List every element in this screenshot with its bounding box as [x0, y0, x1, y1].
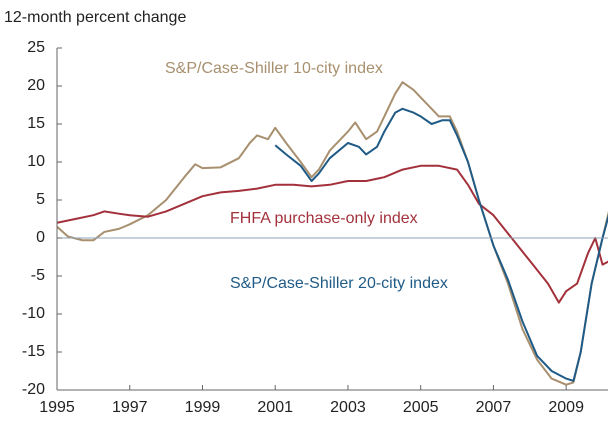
- series-line: [57, 164, 608, 304]
- x-tick-label: 1999: [185, 399, 221, 416]
- y-tick-label: 25: [27, 39, 45, 56]
- plot-area: [57, 81, 608, 386]
- y-tick-label: 5: [36, 191, 45, 208]
- x-tick-label: 2005: [403, 399, 439, 416]
- series-line: [274, 107, 608, 382]
- y-tick-label: 10: [27, 153, 45, 170]
- y-tick-label: -15: [22, 343, 45, 360]
- y-tick-label: -20: [22, 381, 45, 398]
- y-tick-label: 0: [36, 229, 45, 246]
- series-label: S&P/Case-Shiller 10-city index: [165, 60, 383, 77]
- y-axis-label: 12-month percent change: [4, 9, 186, 26]
- y-tick-label: -5: [31, 267, 45, 284]
- series-label: S&P/Case-Shiller 20-city index: [230, 275, 448, 292]
- series-label: FHFA purchase-only index: [230, 210, 418, 227]
- x-tick-label: 2007: [476, 399, 512, 416]
- y-tick-label: 15: [27, 115, 45, 132]
- y-tick-label: 20: [27, 77, 45, 94]
- series-line: [57, 81, 608, 386]
- x-tick-label: 2003: [330, 399, 366, 416]
- x-tick-label: 2009: [548, 399, 584, 416]
- x-tick-label: 2001: [257, 399, 293, 416]
- y-tick-label: -10: [22, 305, 45, 322]
- x-tick-label: 1997: [112, 399, 148, 416]
- x-tick-label: 1995: [39, 399, 75, 416]
